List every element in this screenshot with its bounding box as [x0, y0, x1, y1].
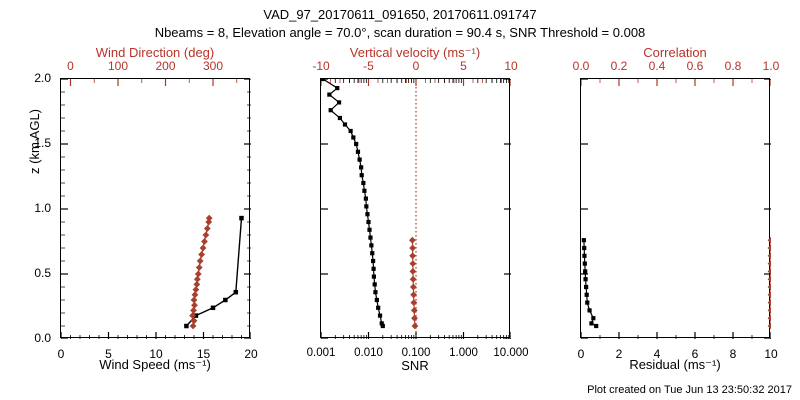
- panel3-bottom-axis-label: Residual (ms⁻¹): [581, 357, 769, 373]
- panel2-plot-svg: [321, 79, 511, 339]
- chart-title-block: VAD_97_20170611_091650, 20170611.091747 …: [0, 6, 800, 41]
- panel3-top-axis-label: Correlation: [581, 45, 769, 60]
- panel1-top-axis-label: Wind Direction (deg): [61, 45, 249, 60]
- title-line2: Nbeams = 8, Elevation angle = 70.0°, sca…: [0, 24, 800, 42]
- panel2-bottom-axis-label: SNR: [321, 358, 509, 373]
- panel-snr: Vertical velocity (ms⁻¹) SNR -10 -5 0 5 10 0…: [320, 78, 510, 338]
- panel-wind-speed: Wind Direction (deg) Wind Speed (ms⁻¹) z…: [60, 78, 250, 338]
- panel1-plot-svg: [61, 79, 251, 339]
- chart-area: Wind Direction (deg) Wind Speed (ms⁻¹) z…: [0, 58, 800, 358]
- title-line1: VAD_97_20170611_091650, 20170611.091747: [0, 6, 800, 24]
- footer-text: Plot created on Tue Jun 13 23:50:32 2017: [587, 384, 792, 396]
- panel3-plot-svg: [581, 79, 771, 339]
- panel-residual: Correlation Residual (ms⁻¹) 0.0 0.2 0.4 0.6…: [580, 78, 770, 338]
